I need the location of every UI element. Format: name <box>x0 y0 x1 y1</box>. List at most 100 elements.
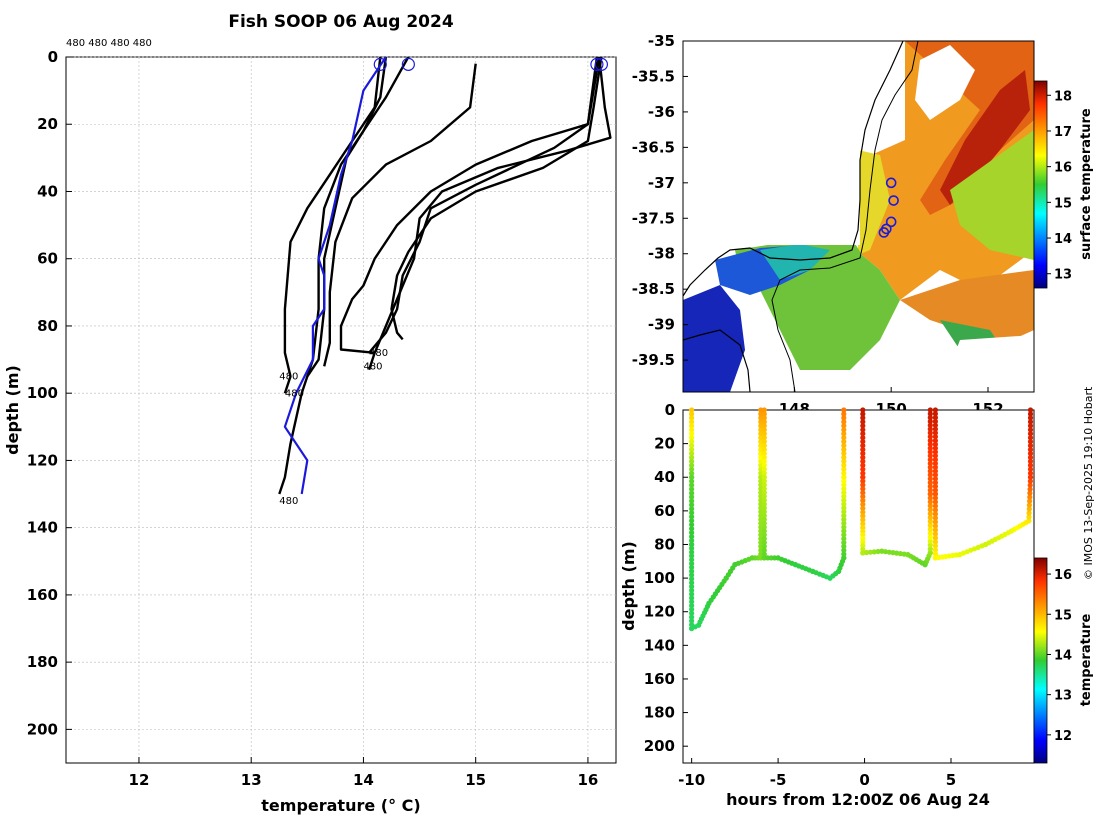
timeseries-point <box>860 543 866 549</box>
timeseries-point <box>932 499 939 505</box>
timeseries-point <box>860 411 866 417</box>
timeseries-point <box>927 522 933 529</box>
timeseries-point <box>860 407 866 413</box>
timeseries-point <box>932 527 939 533</box>
timeseries-point <box>932 445 939 451</box>
timeseries-point <box>841 462 847 468</box>
timeseries-point <box>761 540 767 546</box>
timeseries-point <box>860 423 866 429</box>
timeseries-point <box>841 532 847 538</box>
timeseries-colorbar-tick-label: 16 <box>1054 568 1072 583</box>
profile-line-profile-8 <box>368 57 599 354</box>
timeseries-point <box>761 407 767 413</box>
timeseries-point <box>761 474 767 480</box>
timeseries-point <box>761 516 767 523</box>
timeseries-point <box>932 438 939 444</box>
timeseries-point <box>927 422 933 428</box>
timeseries-point <box>761 466 767 472</box>
timeseries-point <box>1027 411 1034 417</box>
timeseries-point <box>860 443 866 449</box>
timeseries-point <box>927 476 933 482</box>
timeseries-point <box>932 515 939 521</box>
timeseries-point <box>860 494 866 500</box>
timeseries-point <box>841 490 847 496</box>
timeseries-point <box>841 493 847 499</box>
timeseries-point <box>761 501 767 507</box>
timeseries-point <box>927 503 933 509</box>
timeseries-y-tick-label: 140 <box>644 636 675 654</box>
timeseries-point <box>689 545 695 551</box>
timeseries-point <box>761 536 767 542</box>
timeseries-point <box>841 458 847 464</box>
timeseries-point <box>927 453 933 459</box>
timeseries-point <box>932 495 939 501</box>
timeseries-point <box>761 486 767 492</box>
timeseries-point <box>882 549 889 555</box>
timeseries-point <box>860 532 866 538</box>
timeseries-point <box>860 458 866 464</box>
timeseries-point <box>841 486 847 492</box>
timeseries-x-tick-label: 5 <box>946 771 956 789</box>
timeseries-point <box>860 505 866 511</box>
timeseries-point <box>689 447 695 453</box>
timeseries-point <box>860 431 866 437</box>
timeseries-point <box>689 564 695 571</box>
timeseries-point <box>1027 494 1033 500</box>
timeseries-point <box>689 486 695 492</box>
timeseries-point <box>927 407 933 413</box>
timeseries-point <box>932 539 939 545</box>
timeseries-point <box>932 483 939 489</box>
timeseries-point <box>927 426 933 432</box>
timeseries-point <box>841 497 847 503</box>
timeseries-colorbar-tick-label: 12 <box>1054 729 1072 744</box>
timeseries-point <box>689 419 695 425</box>
timeseries-point <box>841 411 847 417</box>
timeseries-point <box>689 466 695 472</box>
timeseries-point <box>1027 431 1034 437</box>
timeseries-point <box>860 546 866 552</box>
timeseries-point <box>932 491 939 497</box>
timeseries-point <box>860 466 866 472</box>
sst-green-east <box>950 130 1034 260</box>
timeseries-point <box>761 490 767 496</box>
profile-float-label: 480 <box>279 372 298 383</box>
timeseries-point <box>761 439 767 445</box>
timeseries-point <box>932 523 939 529</box>
timeseries-point <box>761 435 767 441</box>
timeseries-point <box>761 513 767 519</box>
map-colorbar-tick-label: 16 <box>1054 161 1072 176</box>
timeseries-point <box>927 546 933 552</box>
timeseries-point <box>927 415 933 421</box>
map-y-tick-label: -39 <box>648 316 675 334</box>
timeseries-point <box>761 493 767 499</box>
timeseries-point <box>689 591 695 597</box>
timeseries-point <box>689 482 695 488</box>
timeseries-point <box>1026 518 1032 524</box>
timeseries-point <box>841 555 847 561</box>
timeseries-point <box>932 547 939 553</box>
timeseries-point <box>761 497 767 503</box>
timeseries-x-tick-label: 0 <box>859 771 869 789</box>
timeseries-point <box>761 509 767 515</box>
map-colorbar <box>1033 80 1048 289</box>
profile-start-marker <box>590 57 604 71</box>
tasmania-coast <box>683 329 751 392</box>
timeseries-point <box>689 490 695 496</box>
timeseries-point <box>689 530 695 536</box>
profile-start-marker <box>373 57 387 71</box>
timeseries-point <box>1027 486 1033 492</box>
timeseries-point <box>761 454 767 461</box>
timeseries-point <box>1027 419 1034 425</box>
timeseries-point <box>927 526 933 532</box>
profile-y-tick-label: 140 <box>27 519 58 537</box>
timeseries-point <box>932 464 939 470</box>
timeseries-point <box>761 443 767 449</box>
timeseries-point <box>841 450 847 457</box>
profile-line-profile-5 <box>339 57 601 354</box>
map-station-marker <box>885 216 897 228</box>
timeseries-point <box>927 449 933 455</box>
timeseries-y-tick-label: 80 <box>654 535 675 553</box>
timeseries-point <box>860 535 866 542</box>
timeseries-point <box>932 426 939 432</box>
timeseries-point <box>761 551 767 557</box>
